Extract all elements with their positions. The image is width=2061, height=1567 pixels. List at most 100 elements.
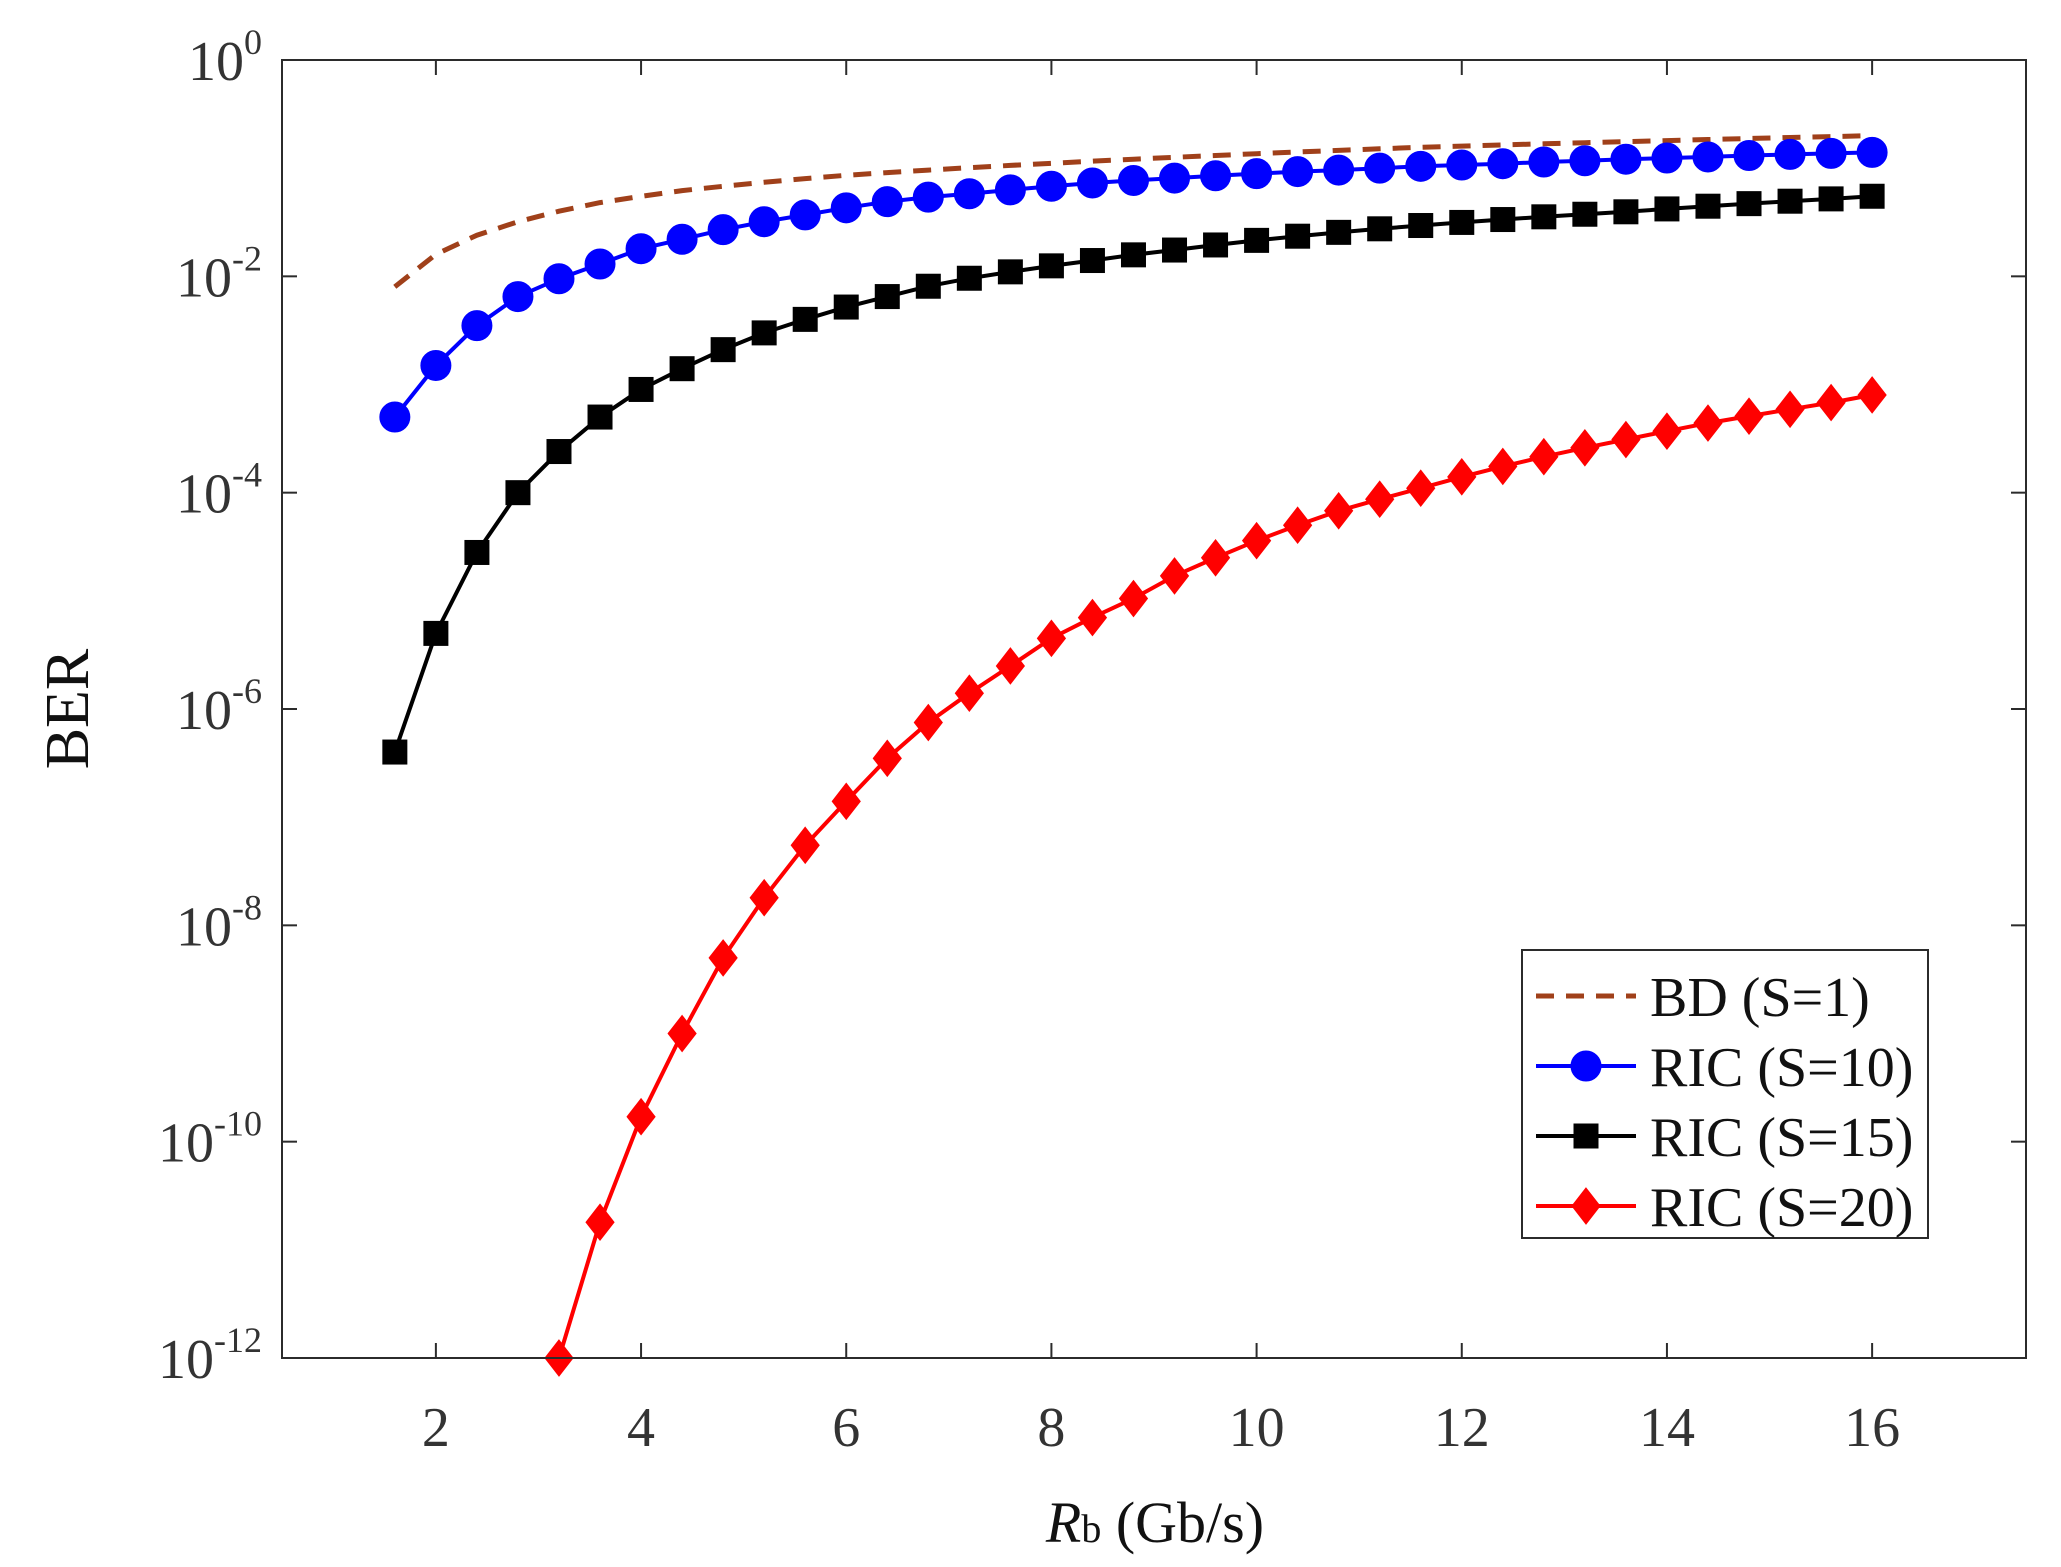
data-point <box>585 1203 615 1242</box>
legend-items: BD (S=1) RIC (S=10) RIC (S=15) RIC (S=20) <box>1536 967 1913 1239</box>
data-point <box>751 320 777 346</box>
series-layer <box>379 133 1888 1377</box>
y-tick-label-base: 10 <box>188 31 244 93</box>
data-point <box>1079 248 1105 274</box>
data-point <box>1611 420 1641 459</box>
y-tick-label-exponent: 0 <box>244 22 262 62</box>
legend-label: RIC (S=20) <box>1650 1177 1913 1239</box>
data-point <box>912 181 944 213</box>
data-point <box>502 281 534 313</box>
data-point <box>1774 138 1806 170</box>
y-tick-label-base: 10 <box>176 464 232 526</box>
data-point <box>1734 397 1764 435</box>
data-point <box>626 1097 656 1136</box>
data-point <box>628 376 654 402</box>
x-tick-label: 4 <box>627 1397 655 1459</box>
data-point <box>1324 491 1354 530</box>
data-point <box>1490 207 1516 233</box>
data-point <box>1818 186 1844 212</box>
data-point <box>956 265 982 291</box>
data-point <box>1282 156 1314 188</box>
data-point <box>1408 213 1434 239</box>
legend-label: BD (S=1) <box>1650 967 1870 1029</box>
data-point <box>1120 242 1146 268</box>
x-tick-label: 8 <box>1037 1397 1065 1459</box>
data-point <box>1857 376 1887 414</box>
data-point <box>584 248 616 280</box>
data-point <box>953 178 985 210</box>
series-1 <box>393 133 1873 289</box>
data-point <box>915 273 941 299</box>
y-tick-label: 10-12 <box>158 1320 262 1391</box>
y-tick-label: 10-8 <box>176 887 262 958</box>
y-tick-label: 10-2 <box>176 238 262 309</box>
data-point <box>379 401 411 433</box>
x-tick-label: 14 <box>1639 1397 1695 1459</box>
x-tick-label: 2 <box>422 1397 450 1459</box>
data-point <box>587 404 613 430</box>
x-axis-title-unit: (Gb/s) <box>1101 1490 1264 1555</box>
series-2 <box>379 136 1888 433</box>
data-point <box>1695 193 1721 219</box>
data-point <box>464 539 490 565</box>
data-point <box>1282 506 1313 545</box>
data-point <box>1035 170 1067 202</box>
y-tick-label-base: 10 <box>176 247 232 309</box>
series-line <box>393 133 1873 289</box>
data-point <box>749 878 779 917</box>
data-point <box>1572 201 1598 227</box>
data-point <box>708 939 738 977</box>
data-point <box>1531 204 1557 230</box>
data-point <box>1816 383 1846 422</box>
data-point <box>1285 223 1311 249</box>
data-point <box>1859 183 1885 209</box>
data-point <box>1775 390 1805 429</box>
y-tick-label-exponent: -6 <box>232 671 262 711</box>
data-point <box>1488 447 1518 486</box>
data-point <box>1528 146 1560 178</box>
data-point <box>1733 139 1765 171</box>
data-point <box>669 356 695 382</box>
data-point <box>1815 137 1847 169</box>
data-point <box>1159 162 1191 194</box>
y-tick-label-base: 10 <box>176 680 232 742</box>
y-tick-label-exponent: -10 <box>214 1104 262 1144</box>
y-tick-label: 10-10 <box>158 1104 262 1175</box>
x-tick-label: 12 <box>1434 1397 1490 1459</box>
x-tick-label: 6 <box>832 1397 860 1459</box>
data-point <box>871 186 903 218</box>
data-point <box>1364 152 1396 184</box>
data-point <box>420 349 452 381</box>
data-point <box>1323 154 1355 186</box>
x-axis-title-sub: b <box>1081 1506 1101 1551</box>
data-point <box>1077 598 1108 637</box>
data-point <box>1651 142 1683 174</box>
data-point <box>625 233 657 265</box>
data-point <box>831 782 861 821</box>
data-point <box>1736 191 1762 217</box>
data-point <box>1692 141 1724 173</box>
data-point <box>1365 480 1395 519</box>
y-tick-label-base: 10 <box>158 1329 214 1391</box>
y-tick-label-exponent: -2 <box>232 238 262 278</box>
legend: BD (S=1) RIC (S=10) RIC (S=15) RIC (S=20) <box>1521 949 1929 1239</box>
data-point <box>1777 188 1803 214</box>
data-point <box>1406 469 1436 508</box>
data-point <box>423 620 449 646</box>
data-point <box>1117 164 1149 196</box>
series-3 <box>382 183 1885 765</box>
data-point <box>1487 148 1519 180</box>
data-point <box>1529 437 1559 476</box>
y-tick-label: 10-6 <box>176 671 262 742</box>
data-point <box>710 337 736 363</box>
legend-label: RIC (S=15) <box>1650 1107 1913 1169</box>
data-point <box>1449 209 1475 235</box>
data-point <box>546 439 572 465</box>
data-point <box>461 310 493 342</box>
data-point <box>995 647 1026 685</box>
legend-swatch-marker <box>1570 1050 1602 1082</box>
data-point <box>833 294 859 320</box>
data-point <box>1036 619 1067 658</box>
data-point <box>1076 167 1108 199</box>
